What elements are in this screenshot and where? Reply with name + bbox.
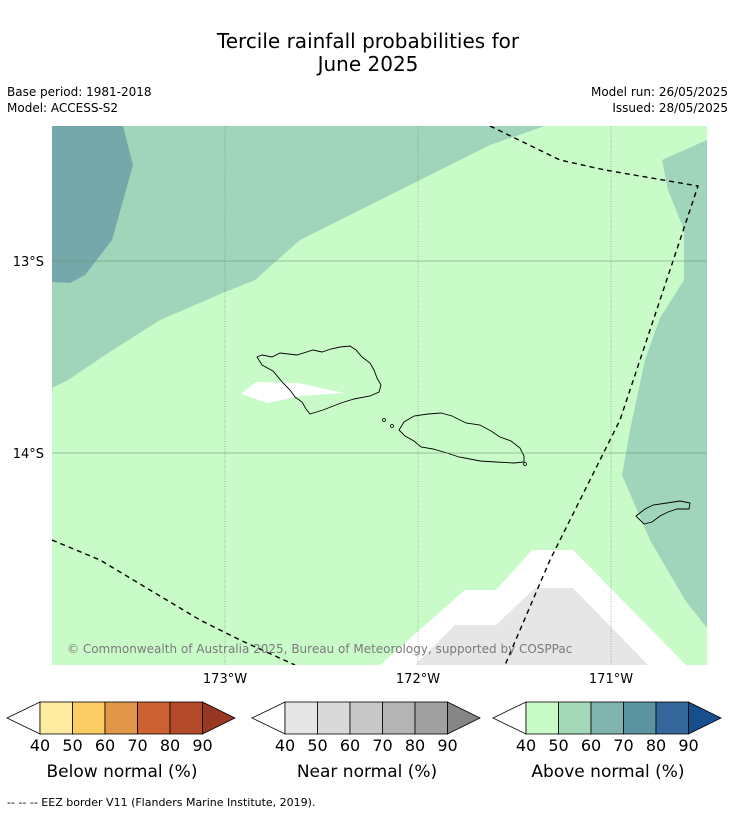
model-name: Model: ACCESS-S2 [7,101,119,115]
island-upolu [398,412,525,464]
colorbar-near-tick-90: 90 [437,736,458,755]
island-savaii [256,345,382,415]
colorbar-near-swatches [251,701,481,735]
colorbar-near-title: Near normal (%) [296,762,438,782]
colorbar-above-tick-90: 90 [678,736,699,755]
colorbar-near-under-triangle [251,701,286,735]
issued-date: Issued: 28/05/2025 [612,101,728,115]
eez-border-north [489,126,699,665]
colorbar-below-swatches [6,701,236,735]
map: © Commonwealth of Australia 2025, Bureau… [13,126,707,687]
lat-label-13s: 13°S [13,255,44,270]
islet-dot-3 [523,462,527,466]
colorbar-below-swatch-40 [39,701,73,735]
lon-label-171w: 171°W [589,672,633,687]
colorbar-near-tick-60: 60 [339,736,361,755]
islet-dot-2 [390,424,394,428]
colorbar-above-swatch-80 [655,701,689,735]
region-near-normal-40 [415,588,648,665]
colorbar-below-over-triangle [202,701,236,735]
colorbar-above-swatch-50 [558,701,592,735]
meta-right: Model run: 26/05/2025 Issued: 28/05/2025 [591,84,728,116]
colorbar-below-normal: 40 50 60 70 80 90 Below normal (%) [6,700,238,782]
colorbar-near-swatch-50 [317,701,351,735]
base-period: Base period: 1981-2018 [7,85,152,99]
colorbar-above-tick-60: 60 [580,736,602,755]
colorbar-near-ticks: 40 50 60 70 80 90 [251,736,483,756]
colorbar-above-tick-50: 50 [548,736,569,755]
meta-left: Base period: 1981-2018 Model: ACCESS-S2 [7,84,152,116]
colorbar-below-tick-40: 40 [29,736,51,755]
colorbar-above-tick-70: 70 [613,736,634,755]
colorbar-near-swatch-40 [284,701,318,735]
colorbar-above-over-triangle [688,701,722,735]
eez-border-southwest [52,539,296,665]
region-above-60-northwest [52,126,133,283]
colorbar-below-tick-80: 80 [159,736,181,755]
model-run: Model run: 26/05/2025 [590,85,728,99]
title-line-1: Tercile rainfall probabilities for [216,29,520,53]
colorbar-above-under-triangle [492,701,527,735]
colorbar-above-title: Above normal (%) [531,762,685,782]
lon-label-172w: 172°W [396,672,440,687]
colorbar-below-swatch-50 [72,701,106,735]
colorbar-below-title: Below normal (%) [46,762,198,782]
islet-dot-1 [382,418,386,422]
colorbar-below-swatch-80 [169,701,203,735]
small-white-patch [241,382,344,403]
colorbar-near-swatch-60 [349,701,383,735]
colorbar-near-over-triangle [447,701,481,735]
colorbar-below-tick-90: 90 [192,736,213,755]
colorbar-above-tick-80: 80 [645,736,667,755]
colorbar-below-tick-70: 70 [127,736,148,755]
colorbar-near-tick-50: 50 [307,736,328,755]
region-above-50-northwest [52,126,545,388]
colorbar-below-tick-60: 60 [94,736,116,755]
lon-label-173w: 173°W [203,672,247,687]
colorbar-above-tick-40: 40 [515,736,537,755]
lat-label-14s: 14°S [13,447,44,462]
colorbar-below-ticks: 40 50 60 70 80 90 [6,736,238,756]
map-credit: © Commonwealth of Australia 2025, Bureau… [67,642,572,656]
region-above-50-east [622,140,707,628]
colorbar-near-tick-80: 80 [404,736,426,755]
colorbar-below-swatch-60 [104,701,138,735]
colorbar-near-swatch-80 [414,701,448,735]
colorbar-near-swatch-70 [382,701,416,735]
colorbar-below-tick-50: 50 [62,736,83,755]
colorbar-above-normal: 40 50 60 70 80 90 Above normal (%) [492,700,724,782]
colorbar-above-swatch-60 [590,701,624,735]
colorbar-near-tick-70: 70 [372,736,393,755]
colorbar-near-normal: 40 50 60 70 80 90 Near normal (%) [251,700,483,782]
title-line-2: June 2025 [317,52,419,76]
chart-title: Tercile rainfall probabilities for June … [0,30,736,76]
colorbar-below-under-triangle [6,701,41,735]
island-tutuila [635,500,691,525]
colorbar-above-swatch-40 [525,701,559,735]
colorbar-below-swatch-70 [137,701,171,735]
colorbar-above-ticks: 40 50 60 70 80 90 [492,736,724,756]
colorbar-near-tick-40: 40 [274,736,296,755]
colorbar-above-swatches [492,701,722,735]
colorbar-above-swatch-70 [623,701,657,735]
eez-border-note: -- -- -- EEZ border V11 (Flanders Marine… [7,796,316,809]
